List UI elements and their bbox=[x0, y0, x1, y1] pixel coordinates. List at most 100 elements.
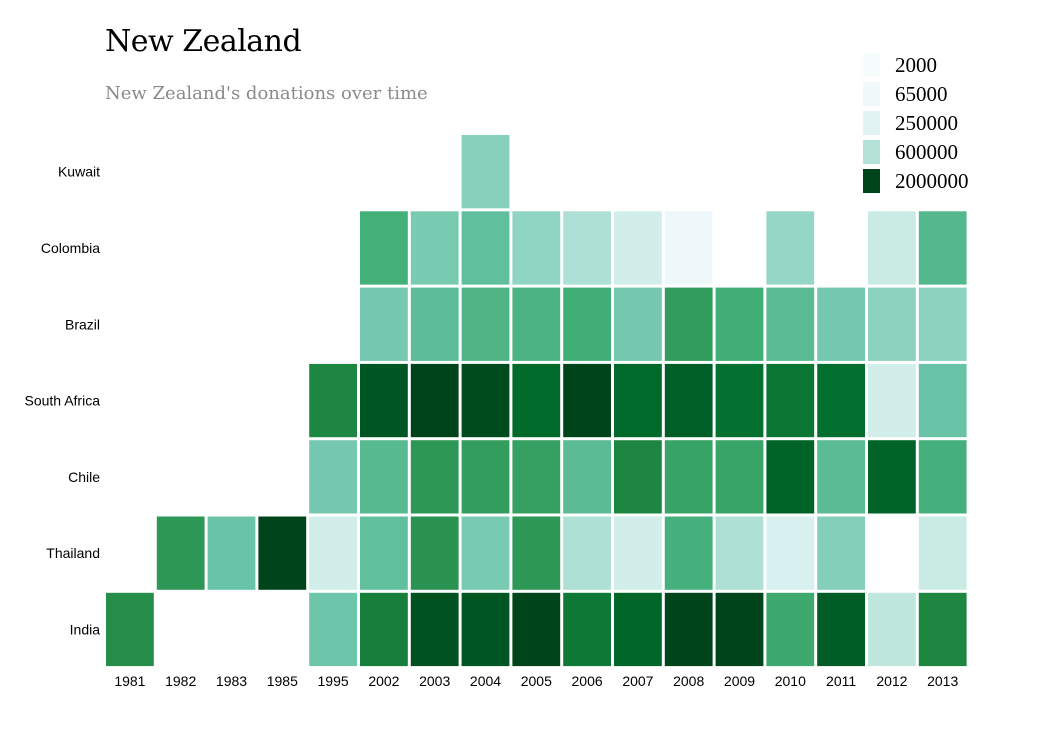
y-axis-label: Kuwait bbox=[58, 164, 100, 180]
heatmap-cell bbox=[512, 440, 561, 514]
heatmap-cell bbox=[461, 135, 510, 209]
heatmap-cell bbox=[563, 440, 611, 514]
heatmap-cell bbox=[817, 287, 865, 361]
heatmap-cell bbox=[563, 363, 611, 438]
y-axis-label: Chile bbox=[68, 469, 100, 485]
heatmap-cell bbox=[715, 363, 764, 438]
x-axis-label: 2006 bbox=[572, 673, 603, 689]
heatmap-cell bbox=[309, 516, 357, 590]
legend-label: 2000 bbox=[895, 53, 937, 77]
heatmap-cell bbox=[918, 211, 967, 285]
x-axis-label: 2003 bbox=[419, 673, 450, 689]
heatmap-cell bbox=[614, 592, 662, 667]
legend-label: 250000 bbox=[895, 111, 958, 135]
chart-title: New Zealand bbox=[105, 24, 302, 59]
heatmap-cell bbox=[309, 592, 357, 667]
heatmap-cell bbox=[868, 211, 916, 285]
y-axis-label: Brazil bbox=[65, 316, 100, 332]
heatmap-cell bbox=[715, 440, 764, 514]
heatmap-cell bbox=[360, 516, 408, 590]
heatmap-cell bbox=[410, 440, 459, 514]
chart-subtitle: New Zealand's donations over time bbox=[105, 83, 428, 104]
heatmap-cell bbox=[817, 516, 865, 590]
legend-label: 2000000 bbox=[895, 169, 969, 193]
heatmap-cell bbox=[512, 211, 561, 285]
heatmap-cell bbox=[461, 440, 510, 514]
heatmap-cell bbox=[563, 287, 611, 361]
heatmap-cell bbox=[512, 287, 561, 361]
heatmap-cell bbox=[614, 363, 662, 438]
heatmap-cell bbox=[614, 287, 662, 361]
heatmap-cell bbox=[410, 287, 459, 361]
heatmap-cell bbox=[664, 211, 713, 285]
x-axis-label: 2010 bbox=[775, 673, 806, 689]
legend-label: 600000 bbox=[895, 140, 958, 164]
legend-label: 65000 bbox=[895, 82, 948, 106]
legend-swatch bbox=[863, 140, 880, 164]
heatmap-cell bbox=[664, 516, 713, 590]
heatmap-cell bbox=[614, 440, 662, 514]
heatmap-cell bbox=[461, 211, 510, 285]
x-axis-label: 1995 bbox=[318, 673, 349, 689]
heatmap-cell bbox=[918, 287, 967, 361]
x-axis-label: 2007 bbox=[622, 673, 653, 689]
x-axis-label: 1983 bbox=[216, 673, 247, 689]
heatmap-cell bbox=[309, 440, 357, 514]
heatmap-cell bbox=[664, 363, 713, 438]
x-axis-label: 1981 bbox=[114, 673, 145, 689]
heatmap-cell bbox=[817, 440, 865, 514]
heatmap-cell bbox=[817, 363, 865, 438]
heatmap-cell bbox=[868, 592, 916, 667]
heatmap-cell bbox=[563, 516, 611, 590]
heatmap-cell bbox=[410, 363, 459, 438]
x-axis-label: 1985 bbox=[267, 673, 298, 689]
heatmap-cell bbox=[360, 287, 408, 361]
heatmap-cell bbox=[664, 440, 713, 514]
heatmap-cell bbox=[360, 211, 408, 285]
x-axis-label: 2004 bbox=[470, 673, 501, 689]
heatmap-cell bbox=[410, 516, 459, 590]
y-axis-label: India bbox=[70, 621, 101, 637]
heatmap-cell bbox=[614, 211, 662, 285]
heatmap-cell bbox=[461, 363, 510, 438]
heatmap-cell bbox=[817, 592, 865, 667]
heatmap-cell bbox=[106, 592, 154, 667]
heatmap-cell bbox=[360, 440, 408, 514]
y-axis-labels: Kuwait Colombia Brazil South Africa Chile Tha… bbox=[25, 164, 101, 638]
heatmap-cell bbox=[360, 363, 408, 438]
heatmap-cell bbox=[614, 516, 662, 590]
legend-swatch bbox=[863, 169, 880, 193]
heatmap-cell bbox=[156, 516, 205, 590]
legend: 2000 65000 250000 600000 2000000 bbox=[863, 53, 969, 193]
heatmap-cell bbox=[715, 592, 764, 667]
heatmap-cell bbox=[918, 516, 967, 590]
x-axis-label: 2013 bbox=[927, 673, 958, 689]
x-axis-label: 2011 bbox=[826, 673, 856, 689]
y-axis-label: Thailand bbox=[46, 545, 100, 561]
x-axis-label: 2012 bbox=[876, 673, 907, 689]
x-axis-label: 2002 bbox=[368, 673, 399, 689]
heatmap-cell bbox=[766, 211, 815, 285]
heatmap-cell bbox=[512, 516, 561, 590]
heatmap-cell bbox=[512, 363, 561, 438]
heatmap-cell bbox=[766, 363, 815, 438]
heatmap-cell bbox=[766, 440, 815, 514]
heatmap-cell bbox=[410, 211, 459, 285]
heatmap-cell bbox=[360, 592, 408, 667]
heatmap-cell bbox=[664, 592, 713, 667]
heatmap-cell bbox=[715, 287, 764, 361]
heatmap-cell bbox=[918, 592, 967, 667]
heatmap-cell bbox=[664, 287, 713, 361]
heatmap-cell bbox=[766, 287, 815, 361]
legend-swatch bbox=[863, 82, 880, 106]
heatmap-cell bbox=[410, 592, 459, 667]
heatmap-cell bbox=[258, 516, 307, 590]
heatmap-cell bbox=[461, 516, 510, 590]
x-axis-label: 2008 bbox=[673, 673, 704, 689]
heatmap-cell bbox=[461, 287, 510, 361]
heatmap-cell bbox=[868, 287, 916, 361]
legend-swatch bbox=[863, 53, 880, 77]
x-axis-label: 1982 bbox=[165, 673, 196, 689]
